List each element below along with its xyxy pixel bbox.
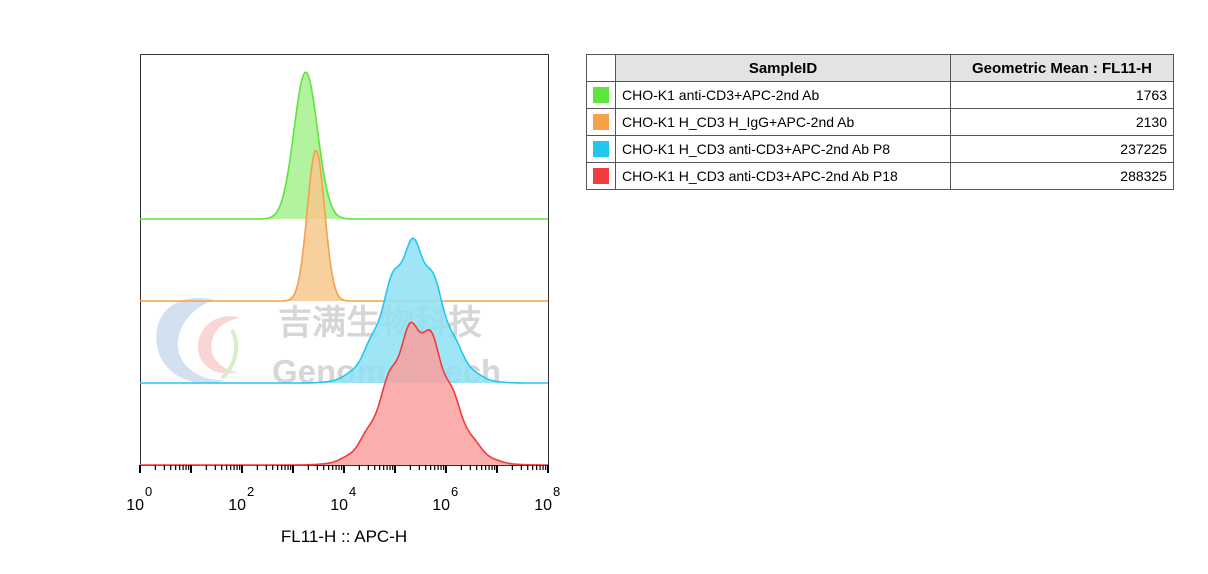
- geometric-mean-cell: 1763: [950, 81, 1174, 109]
- table-row: CHO-K1 anti-CD3+APC-2nd Ab 1763: [586, 81, 1174, 109]
- x-tick-label: 10: [534, 497, 552, 514]
- x-tick-exponent: 0: [145, 484, 152, 499]
- histogram-line-series-4: [140, 321, 548, 466]
- x-tick-label: 10: [228, 497, 246, 514]
- sample-name-cell: CHO-K1 anti-CD3+APC-2nd Ab: [615, 81, 951, 109]
- table-header-row: SampleID Geometric Mean : FL11-H: [586, 54, 1174, 82]
- x-tick-label: 10: [126, 497, 144, 514]
- geometric-mean-cell: 288325: [950, 162, 1174, 190]
- sample-name-cell: CHO-K1 H_CD3 anti-CD3+APC-2nd Ab P8: [615, 135, 951, 163]
- table-row: CHO-K1 H_CD3 H_IgG+APC-2nd Ab 2130: [586, 108, 1174, 136]
- series-layer: [140, 71, 548, 466]
- sampleid-header: SampleID: [615, 54, 951, 82]
- geometric-mean-cell: 237225: [950, 135, 1174, 163]
- x-tick-label: 10: [432, 497, 450, 514]
- swatch-header: [586, 54, 616, 82]
- histogram-fill-series-1: [140, 72, 548, 220]
- table-row: CHO-K1 H_CD3 anti-CD3+APC-2nd Ab P18 288…: [586, 162, 1174, 190]
- color-swatch: [593, 141, 609, 157]
- x-tick-label: 10: [330, 497, 348, 514]
- histogram-line-series-2: [140, 149, 548, 302]
- stats-table: SampleID Geometric Mean : FL11-H CHO-K1 …: [586, 54, 1174, 190]
- x-axis-label: FL11-H :: APC-H: [280, 527, 408, 546]
- histogram-fill-series-4: [140, 322, 548, 465]
- histogram-line-series-3: [140, 237, 548, 384]
- x-tick-exponent: 4: [349, 484, 356, 499]
- histogram-fill-series-3: [140, 238, 548, 383]
- plot-frame: [140, 54, 549, 466]
- sample-name-cell: CHO-K1 H_CD3 H_IgG+APC-2nd Ab: [615, 108, 951, 136]
- x-tick-exponent: 8: [553, 484, 560, 499]
- color-swatch: [593, 114, 609, 130]
- color-swatch: [593, 168, 609, 184]
- x-tick-exponent: 2: [247, 484, 254, 499]
- table-row: CHO-K1 H_CD3 anti-CD3+APC-2nd Ab P8 2372…: [586, 135, 1174, 163]
- histogram-fill-series-2: [140, 150, 548, 301]
- histogram-line-series-1: [140, 71, 548, 220]
- color-swatch: [593, 87, 609, 103]
- geometric-mean-header: Geometric Mean : FL11-H: [950, 54, 1174, 82]
- sample-name-cell: CHO-K1 H_CD3 anti-CD3+APC-2nd Ab P18: [615, 162, 951, 190]
- x-tick-exponent: 6: [451, 484, 458, 499]
- geometric-mean-cell: 2130: [950, 108, 1174, 136]
